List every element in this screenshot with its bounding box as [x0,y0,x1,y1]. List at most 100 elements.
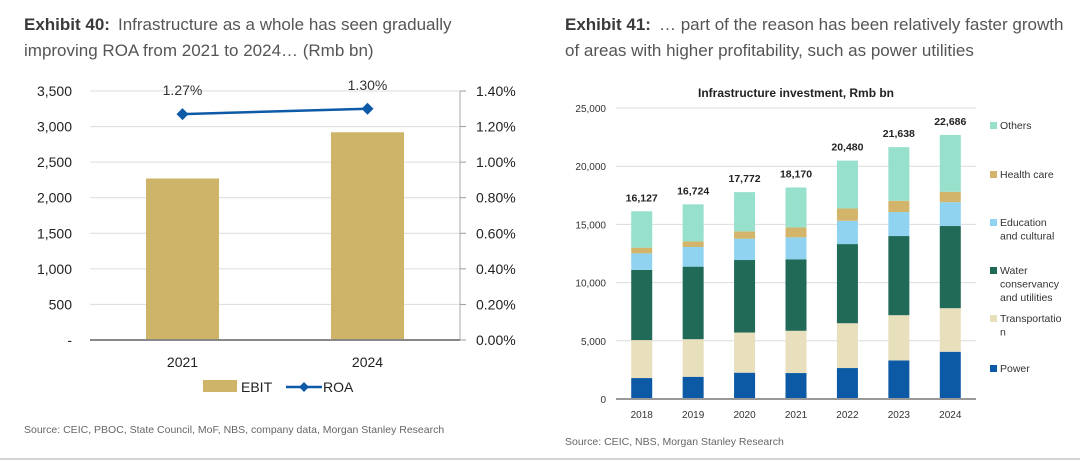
bar-segment-education-and-cultural [888,212,910,237]
legend-label: and cultural [1000,231,1054,243]
bar-segment-water-conservancy-and-utilities [888,236,910,316]
legend-label-roa: ROA [323,379,354,395]
bar-segment-transportation [734,332,756,373]
exhibit-40-text: Infrastructure as a whole has seen gradu… [24,15,452,60]
bar-segment-others [734,192,756,232]
y2-tick-label: 0.60% [476,225,516,241]
roa-marker [361,102,374,115]
bar-segment-others [785,187,807,228]
y-tick-label: 15,000 [575,220,606,231]
ebit-bar [331,132,404,340]
y2-tick-label: 1.00% [476,154,516,170]
total-data-label: 16,724 [677,185,709,197]
bar-segment-power [631,378,653,399]
x-tick-label: 2024 [939,410,962,421]
total-data-label: 20,480 [831,142,863,154]
legend-label: and utilities [1000,292,1053,304]
total-data-label: 18,170 [780,169,812,181]
exhibit-41-text: … part of the reason has been relatively… [565,15,1064,60]
y-tick-label: 20,000 [575,162,606,173]
legend-label: Education [1000,217,1047,229]
roa-marker [176,108,189,121]
bar-segment-education-and-cultural [939,202,961,227]
exhibit-40-label: Exhibit 40: [24,15,110,34]
legend-label: Water [1000,265,1028,277]
bar-segment-others [631,211,653,248]
y-tick-label: 25,000 [575,104,606,115]
bar-segment-power [734,372,756,399]
y-tick-label: 3,000 [37,119,72,135]
y-tick-label: 1,500 [37,225,72,241]
legend-label: Health care [1000,169,1054,181]
y2-tick-label: 1.40% [476,83,516,99]
y-tick-label: 3,500 [37,83,72,99]
legend-swatch-ebit [203,380,237,392]
exhibit-40-source: Source: CEIC, PBOC, State Council, MoF, … [24,424,445,436]
bar-segment-water-conservancy-and-utilities [682,266,704,340]
infrastructure-investment-chart: Infrastructure investment, Rmb bn 0 5,000 1… [575,86,1062,421]
legend-swatch [990,267,997,274]
x-tick-label: 2023 [888,410,911,421]
bar-segment-water-conservancy-and-utilities [939,226,961,309]
total-data-label: 16,127 [626,192,658,204]
ebit-bar [146,178,219,340]
y-tick-label: 2,500 [37,154,72,170]
y-tick-label: 500 [49,296,73,312]
bar-segment-others [682,204,704,242]
legend-swatch [990,365,997,372]
y-tick-label: - [67,332,72,348]
y2-tick-label: 0.00% [476,332,516,348]
bar-segment-others [939,134,961,192]
x-tick-label: 2020 [733,410,756,421]
y2-tick-label: 0.80% [476,190,516,206]
x-tick-label: 2018 [631,410,654,421]
bar-segment-health-care [682,241,704,247]
bar-segment-water-conservancy-and-utilities [785,259,807,331]
y-tick-label: 0 [600,395,606,406]
roa-data-label: 1.27% [163,82,203,98]
bar-segment-water-conservancy-and-utilities [734,260,756,333]
total-data-label: 17,772 [729,173,761,185]
bar-segment-education-and-cultural [785,237,807,260]
bar-segment-power [785,373,807,399]
exhibit-41-title: Exhibit 41:… part of the reason has been… [565,12,1075,64]
bar-segment-education-and-cultural [682,246,704,267]
y-tick-label: 2,000 [37,190,72,206]
x-tick-label: 2022 [836,410,859,421]
legend-swatch [990,122,997,129]
bottom-divider [0,458,1080,460]
bar-segment-education-and-cultural [836,220,858,245]
legend-swatch [990,315,997,322]
bar-segment-transportation [631,340,653,379]
bar-segment-education-and-cultural [734,238,756,261]
bar-segment-power [836,368,858,399]
legend-label-ebit: EBIT [241,379,273,395]
legend-marker-roa [299,382,309,392]
bar-segment-transportation [785,330,807,374]
bar-segment-transportation [939,308,961,352]
bar-segment-power [682,376,704,399]
bar-segment-power [939,351,961,399]
legend-label: Transportatio [1000,313,1062,325]
x-tick-label: 2019 [682,410,705,421]
y-tick-label: 1,000 [37,261,72,277]
exhibit-41-source: Source: CEIC, NBS, Morgan Stanley Resear… [565,436,784,448]
total-data-label: 22,686 [934,116,966,128]
legend-swatch [990,219,997,226]
bar-segment-transportation [836,323,858,369]
bar-segment-water-conservancy-and-utilities [631,269,653,341]
exhibit-40-title: Exhibit 40: Infrastructure as a whole has… [24,12,524,64]
exhibit-41-label: Exhibit 41: [565,15,651,34]
bar-segment-health-care [939,191,961,203]
bar-segment-transportation [888,315,910,361]
bar-segment-health-care [734,231,756,239]
y2-tick-label: 1.20% [476,119,516,135]
x-tick-label: 2021 [785,410,808,421]
bar-segment-health-care [836,208,858,221]
legend-swatch [990,171,997,178]
bar-segment-transportation [682,339,704,377]
x-tick-label: 2024 [352,354,383,370]
y2-tick-label: 0.40% [476,261,516,277]
legend-label: n [1000,327,1006,339]
y-tick-label: 5,000 [581,337,606,348]
